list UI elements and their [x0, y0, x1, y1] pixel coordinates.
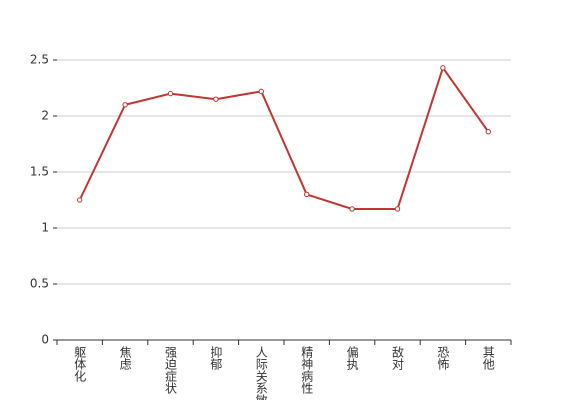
x-tick-label: 抑郁 [209, 345, 223, 371]
y-tick-label: 1.5 [30, 165, 49, 179]
point [349, 206, 355, 212]
point [258, 88, 264, 95]
point [485, 128, 491, 135]
x-tick-label: 偏执 [345, 345, 359, 371]
x-tick-label: 躯体化 [73, 345, 87, 383]
x-tick-label: 敌对 [391, 345, 405, 370]
x-tick-label: 强迫症状 [164, 346, 178, 394]
point [122, 102, 128, 108]
y-tick-label: 2.5 [30, 53, 49, 67]
line [78, 65, 490, 210]
point [213, 96, 219, 102]
x-tick-label: 焦虑 [118, 346, 132, 370]
y-tick-label: 0 [41, 333, 49, 347]
point [440, 65, 446, 71]
point [77, 197, 83, 203]
x-tick-label: 精神病性 [300, 346, 314, 395]
x-tick-label: 恐怖 [436, 346, 450, 370]
y-tick-label: 1 [41, 221, 49, 235]
point [167, 90, 174, 97]
y-tick-label: 2 [41, 109, 49, 123]
point [394, 206, 401, 212]
point [304, 191, 310, 198]
x-tick-label: 人际关系敏感 [254, 346, 268, 400]
x-tick-label: 其他 [481, 346, 495, 370]
y-tick-label: 0.5 [30, 277, 49, 291]
